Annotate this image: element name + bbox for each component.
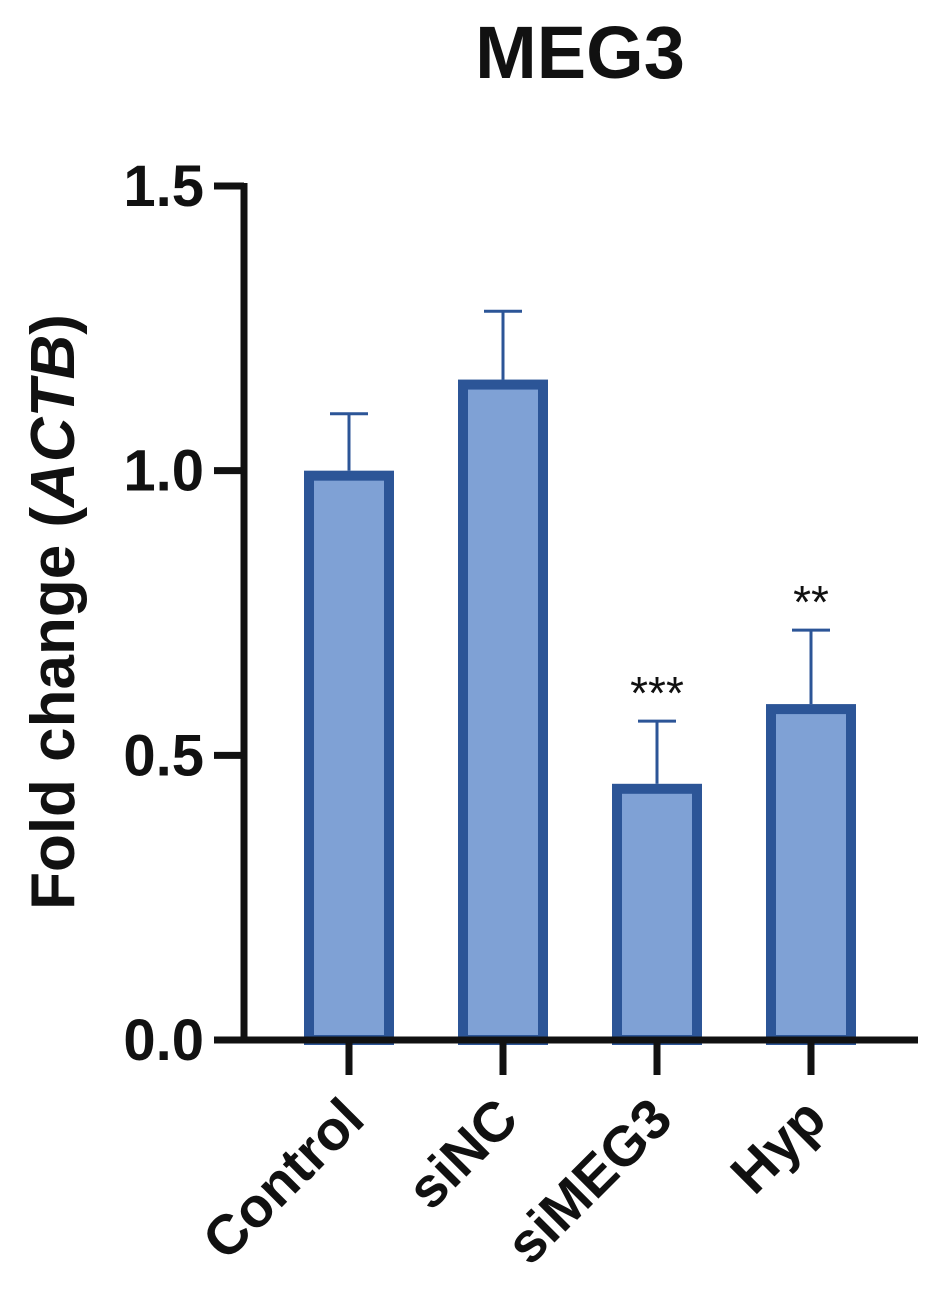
y-axis-label-suffix: ): [19, 314, 88, 335]
y-axis-label-italic: ACTB: [19, 335, 88, 509]
x-tick-label: siNC: [395, 1086, 530, 1221]
bar: [458, 379, 548, 1046]
y-axis-label: Fold change (ACTB): [19, 314, 88, 910]
bar: [612, 783, 702, 1045]
y-axis-label-prefix: Fold change (: [19, 507, 88, 910]
significance-label: **: [793, 576, 829, 628]
significance-label: ***: [630, 667, 684, 719]
bar: [766, 704, 856, 1045]
chart-title: MEG3: [475, 11, 685, 94]
y-tick-label: 1.0: [123, 439, 204, 504]
x-tick-label: siMEG3: [494, 1086, 684, 1276]
y-tick-label: 1.5: [123, 154, 204, 219]
x-tick-label: Control: [190, 1086, 375, 1271]
x-tick-label: Hyp: [718, 1086, 837, 1205]
axes-layer: [214, 182, 918, 1075]
bars-layer: [304, 379, 856, 1046]
error-bars-layer: [330, 309, 830, 784]
y-tick-label: 0.5: [123, 723, 204, 788]
bar: [304, 470, 394, 1045]
y-tick-label: 0.0: [123, 1008, 204, 1073]
